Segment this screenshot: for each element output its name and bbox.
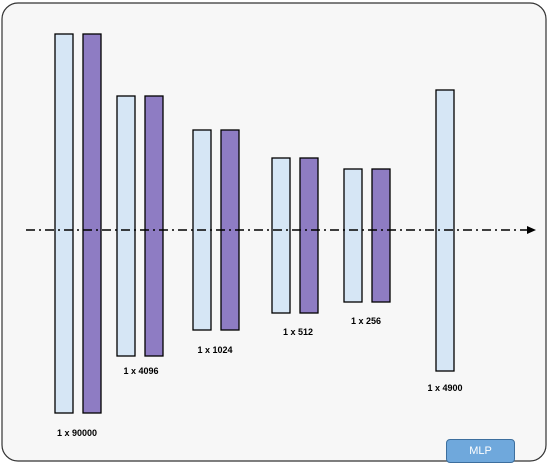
- mlp-badge[interactable]: MLP: [446, 439, 515, 463]
- layer-1-purple-bar: [144, 95, 164, 357]
- flow-arrowhead-icon: [527, 226, 536, 234]
- layer-label-2: 1 x 1024: [197, 345, 233, 355]
- layer-bars: [54, 33, 455, 414]
- layer-label-4: 1 x 256: [350, 316, 382, 326]
- layer-1-light-bar: [116, 95, 136, 357]
- layer-0-purple-bar: [82, 33, 102, 414]
- layer-label-5: 1 x 4900: [427, 383, 463, 393]
- layer-3-light-bar: [271, 157, 291, 314]
- layer-4-purple-bar: [371, 168, 391, 303]
- layer-0-light-bar: [54, 33, 74, 414]
- layer-4-light-bar: [343, 168, 363, 303]
- layer-label-0: 1 x 90000: [56, 428, 98, 438]
- layer-label-3: 1 x 512: [282, 327, 314, 337]
- layer-label-1: 1 x 4096: [123, 366, 159, 376]
- layer-3-purple-bar: [299, 157, 319, 314]
